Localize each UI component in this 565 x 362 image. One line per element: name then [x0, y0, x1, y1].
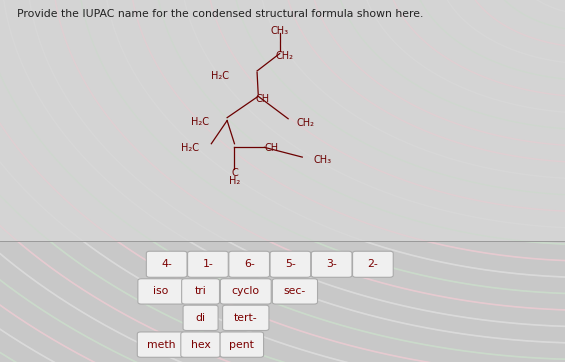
Text: pent: pent: [229, 340, 254, 350]
FancyBboxPatch shape: [220, 279, 271, 304]
FancyBboxPatch shape: [146, 251, 187, 277]
FancyBboxPatch shape: [137, 332, 185, 357]
Text: sec-: sec-: [284, 286, 306, 296]
Text: hex: hex: [191, 340, 210, 350]
Text: 2-: 2-: [367, 259, 379, 269]
FancyBboxPatch shape: [181, 279, 219, 304]
Text: 5-: 5-: [285, 259, 296, 269]
FancyBboxPatch shape: [0, 0, 565, 241]
Text: meth: meth: [147, 340, 175, 350]
FancyBboxPatch shape: [181, 332, 220, 357]
Text: di: di: [195, 313, 206, 323]
FancyBboxPatch shape: [272, 279, 318, 304]
Text: H₂C: H₂C: [181, 143, 199, 153]
Text: 1-: 1-: [202, 259, 214, 269]
Text: 6-: 6-: [244, 259, 255, 269]
FancyBboxPatch shape: [220, 332, 263, 357]
Text: H₂C: H₂C: [211, 71, 229, 81]
FancyBboxPatch shape: [188, 251, 228, 277]
Text: H₂C: H₂C: [191, 117, 209, 127]
FancyBboxPatch shape: [183, 305, 218, 331]
FancyBboxPatch shape: [223, 305, 269, 331]
FancyBboxPatch shape: [353, 251, 393, 277]
Text: CH: CH: [264, 143, 279, 153]
Text: 3-: 3-: [326, 259, 337, 269]
Text: CH₃: CH₃: [271, 26, 289, 36]
Text: H₂: H₂: [229, 176, 240, 186]
FancyBboxPatch shape: [229, 251, 270, 277]
FancyBboxPatch shape: [311, 251, 352, 277]
FancyBboxPatch shape: [138, 279, 184, 304]
Text: CH₂: CH₂: [296, 118, 314, 128]
Text: C: C: [231, 168, 238, 178]
Text: CH₃: CH₃: [313, 155, 331, 165]
Text: CH: CH: [255, 94, 270, 104]
Text: tri: tri: [195, 286, 206, 296]
Text: 4-: 4-: [161, 259, 172, 269]
FancyBboxPatch shape: [270, 251, 311, 277]
Text: cyclo: cyclo: [232, 286, 260, 296]
Text: tert-: tert-: [234, 313, 258, 323]
Text: iso: iso: [153, 286, 169, 296]
Text: CH₂: CH₂: [276, 51, 294, 61]
Text: Provide the IUPAC name for the condensed structural formula shown here.: Provide the IUPAC name for the condensed…: [17, 9, 423, 19]
